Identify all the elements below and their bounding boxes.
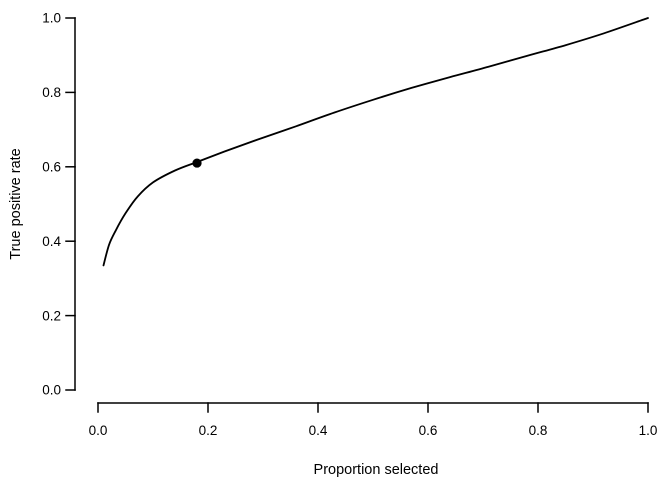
x-axis-title: Proportion selected bbox=[314, 462, 439, 478]
y-tick-label: 0.8 bbox=[42, 85, 61, 100]
y-axis-title: True positive rate bbox=[8, 148, 24, 259]
y-tick-label: 0.0 bbox=[42, 383, 61, 398]
x-tick-label: 0.8 bbox=[529, 423, 548, 438]
x-tick-label: 1.0 bbox=[639, 423, 658, 438]
y-tick-label: 1.0 bbox=[42, 11, 61, 26]
axes: 0.0 0.2 0.4 0.6 0.8 1.0 0.0 0.2 0.4 0.6 0.8 1.0 bbox=[42, 11, 657, 438]
highlighted-point bbox=[192, 158, 202, 168]
x-tick-label: 0.0 bbox=[89, 423, 108, 438]
y-tick-label: 0.4 bbox=[42, 234, 61, 249]
y-tick-label: 0.6 bbox=[42, 160, 61, 175]
x-tick-label: 0.2 bbox=[199, 423, 218, 438]
tpr-curve-line bbox=[102, 17, 649, 267]
y-tick-label: 0.2 bbox=[42, 308, 61, 323]
x-tick-label: 0.4 bbox=[309, 423, 328, 438]
x-tick-label: 0.6 bbox=[419, 423, 438, 438]
